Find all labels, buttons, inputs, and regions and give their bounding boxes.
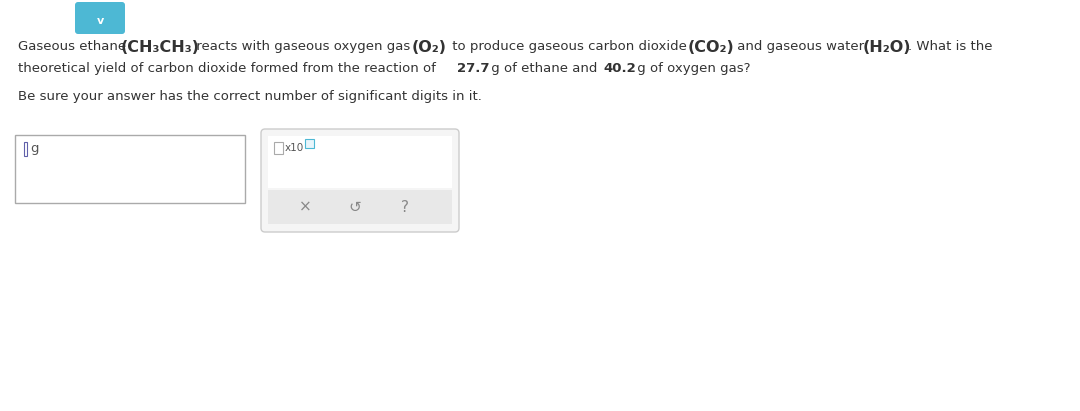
Text: v: v <box>96 16 104 26</box>
FancyBboxPatch shape <box>261 129 459 232</box>
Text: theoretical yield of carbon dioxide formed from the reaction of: theoretical yield of carbon dioxide form… <box>18 62 441 75</box>
Text: g of oxygen gas?: g of oxygen gas? <box>633 62 751 75</box>
Bar <box>268 136 453 188</box>
Text: ×: × <box>299 199 311 215</box>
Text: (CH₃CH₃): (CH₃CH₃) <box>121 40 200 55</box>
Text: (H₂O): (H₂O) <box>863 40 912 55</box>
Text: reacts with gaseous oxygen gas: reacts with gaseous oxygen gas <box>192 40 415 53</box>
Bar <box>15 135 245 203</box>
Text: to produce gaseous carbon dioxide: to produce gaseous carbon dioxide <box>448 40 691 53</box>
Text: Be sure your answer has the correct number of significant digits in it.: Be sure your answer has the correct numb… <box>18 90 482 103</box>
FancyBboxPatch shape <box>75 2 125 34</box>
Text: g: g <box>30 142 39 155</box>
Text: 27.7: 27.7 <box>457 62 489 75</box>
Text: 40.2: 40.2 <box>604 62 636 75</box>
Bar <box>24 142 27 156</box>
Text: Gaseous ethane: Gaseous ethane <box>18 40 131 53</box>
Text: (CO₂): (CO₂) <box>688 40 734 55</box>
Bar <box>274 142 283 154</box>
Bar <box>305 139 314 148</box>
Text: (O₂): (O₂) <box>413 40 447 55</box>
Text: ?: ? <box>401 199 409 215</box>
Text: and gaseous water: and gaseous water <box>732 40 868 53</box>
Text: . What is the: . What is the <box>908 40 993 53</box>
Text: g of ethane and: g of ethane and <box>487 62 602 75</box>
Text: ↺: ↺ <box>349 199 362 215</box>
Bar <box>268 190 453 224</box>
Text: x10: x10 <box>285 143 305 153</box>
